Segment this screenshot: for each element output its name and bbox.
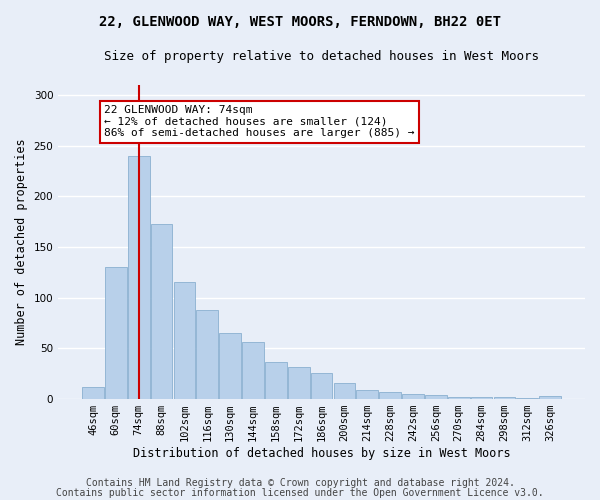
Bar — [379, 392, 401, 399]
Bar — [448, 397, 470, 399]
Bar — [82, 387, 104, 399]
Bar — [356, 390, 378, 399]
Bar — [494, 397, 515, 399]
Bar — [539, 396, 561, 399]
Title: Size of property relative to detached houses in West Moors: Size of property relative to detached ho… — [104, 50, 539, 63]
Bar — [288, 366, 310, 399]
Bar — [151, 224, 172, 399]
Bar — [334, 383, 355, 399]
Bar — [311, 372, 332, 399]
Bar — [265, 362, 287, 399]
Y-axis label: Number of detached properties: Number of detached properties — [15, 138, 28, 346]
Bar — [517, 398, 538, 399]
Bar — [425, 395, 447, 399]
Bar — [402, 394, 424, 399]
Bar — [196, 310, 218, 399]
Bar — [173, 282, 195, 399]
X-axis label: Distribution of detached houses by size in West Moors: Distribution of detached houses by size … — [133, 447, 511, 460]
Text: 22 GLENWOOD WAY: 74sqm
← 12% of detached houses are smaller (124)
86% of semi-de: 22 GLENWOOD WAY: 74sqm ← 12% of detached… — [104, 106, 415, 138]
Text: Contains HM Land Registry data © Crown copyright and database right 2024.: Contains HM Land Registry data © Crown c… — [86, 478, 514, 488]
Text: Contains public sector information licensed under the Open Government Licence v3: Contains public sector information licen… — [56, 488, 544, 498]
Bar — [219, 333, 241, 399]
Bar — [105, 268, 127, 399]
Bar — [471, 397, 493, 399]
Text: 22, GLENWOOD WAY, WEST MOORS, FERNDOWN, BH22 0ET: 22, GLENWOOD WAY, WEST MOORS, FERNDOWN, … — [99, 15, 501, 29]
Bar — [128, 156, 149, 399]
Bar — [242, 342, 264, 399]
